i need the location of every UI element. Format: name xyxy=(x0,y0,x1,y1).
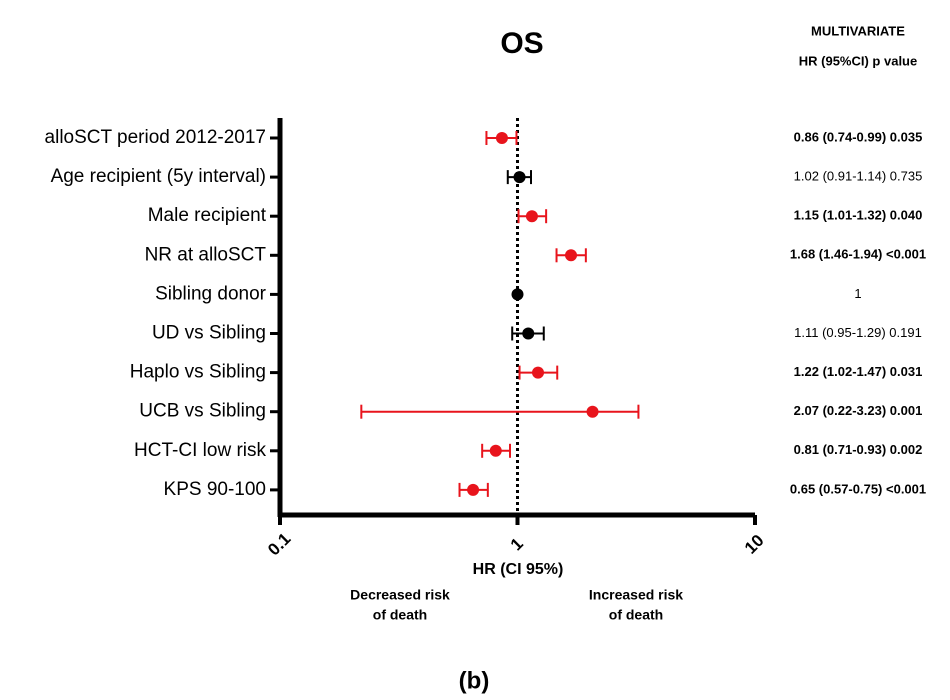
value-label: 1.11 (0.95-1.29) 0.191 xyxy=(794,325,922,340)
caption: (b) xyxy=(459,667,490,694)
value-label: 1.68 (1.46-1.94) <0.001 xyxy=(790,247,926,262)
x-tick-label: 0.1 xyxy=(264,529,294,559)
point xyxy=(467,483,480,496)
point xyxy=(511,288,524,301)
table-header: HR (95%CI) p value xyxy=(799,53,917,68)
point xyxy=(495,132,508,144)
y-tick-label: alloSCT period 2012-2017 xyxy=(45,127,266,148)
value-label: 1.22 (1.02-1.47) 0.031 xyxy=(794,364,923,379)
point xyxy=(525,210,538,223)
value-label: 1 xyxy=(854,286,861,301)
point xyxy=(489,444,502,457)
y-tick-label: NR at alloSCT xyxy=(145,244,267,265)
y-tick-label: HCT-CI low risk xyxy=(134,440,266,461)
x-tick-label: 1 xyxy=(507,534,527,554)
annotation: of death xyxy=(373,607,427,623)
value-label: 1.15 (1.01-1.32) 0.040 xyxy=(794,208,923,223)
point xyxy=(522,327,535,340)
value-label: 0.65 (0.57-0.75) <0.001 xyxy=(790,481,926,496)
y-tick-label: Sibling donor xyxy=(155,283,267,304)
chart-title: OS xyxy=(500,27,543,60)
annotation: Decreased risk xyxy=(350,587,450,603)
y-tick-label: KPS 90-100 xyxy=(164,479,266,500)
y-tick-label: Age recipient (5y interval) xyxy=(51,166,266,187)
y-tick-label: UD vs Sibling xyxy=(152,323,266,344)
x-axis-label: HR (CI 95%) xyxy=(473,561,564,578)
annotation: of death xyxy=(609,607,663,623)
annotation: Increased risk xyxy=(589,587,683,603)
point xyxy=(586,405,599,418)
y-tick-label: Haplo vs Sibling xyxy=(130,362,266,383)
y-tick-label: Male recipient xyxy=(148,205,267,226)
point xyxy=(565,249,578,262)
point xyxy=(532,366,545,379)
y-tick-label: UCB vs Sibling xyxy=(139,401,266,422)
x-tick-label: 10 xyxy=(741,531,768,558)
value-label: 1.02 (0.91-1.14) 0.735 xyxy=(794,169,923,184)
value-label: 2.07 (0.22-3.23) 0.001 xyxy=(794,403,923,418)
table-header: MULTIVARIATE xyxy=(811,23,905,38)
value-label: 0.86 (0.74-0.99) 0.035 xyxy=(794,129,923,144)
value-label: 0.81 (0.71-0.93) 0.002 xyxy=(794,442,923,457)
point xyxy=(513,171,526,184)
